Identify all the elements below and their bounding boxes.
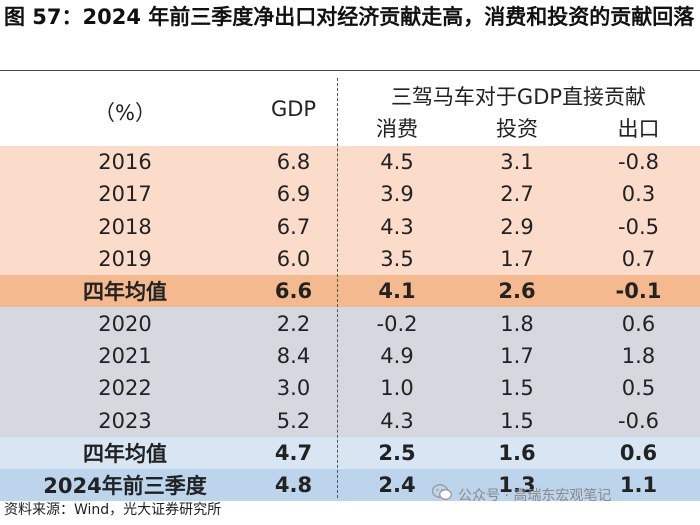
- consumption-header: 消费: [376, 117, 418, 141]
- watermark: 公众号 · 高瑞东宏观笔记: [431, 484, 612, 505]
- investment-value: 3.1: [500, 150, 534, 175]
- table-row-ytd: 2024年前三季度 4.8 2.4 1.3 1.1: [0, 468, 700, 502]
- gdp-value: 4.8: [274, 473, 313, 498]
- unit-label: （%）: [94, 101, 156, 125]
- gdp-value: 5.2: [276, 408, 311, 433]
- investment-value: 2.9: [500, 214, 534, 239]
- investment-value: 1.3: [498, 473, 536, 498]
- table-row-average: 四年均值 6.6 4.1 2.6 -0.1: [0, 275, 700, 308]
- consumption-value: 3.5: [380, 247, 414, 272]
- row-label: 2019: [98, 247, 152, 272]
- consumption-value: 2.5: [378, 440, 416, 465]
- table-row: 2018 6.7 4.3 2.9 -0.5: [0, 210, 700, 243]
- table-row: 2020 2.2 -0.2 1.8 0.6: [0, 307, 700, 340]
- table-body: 2016 6.8 4.5 3.1 -0.8 2017 6.9 3.9 2.7 0…: [0, 146, 700, 502]
- exports-value: 0.6: [621, 311, 656, 336]
- gdp-value: 8.4: [276, 343, 311, 368]
- table-row-average: 四年均值 4.7 2.5 1.6 0.6: [0, 436, 700, 469]
- watermark-text: 公众号 · 高瑞东宏观笔记: [458, 487, 612, 504]
- row-label: 2023: [98, 408, 152, 433]
- row-label: 四年均值: [83, 441, 167, 466]
- consumption-value: 1.0: [380, 376, 414, 401]
- exports-value: -0.6: [618, 408, 659, 433]
- row-label: 2022: [98, 376, 152, 401]
- investment-value: 1.7: [500, 343, 534, 368]
- gdp-value: 4.7: [274, 440, 313, 465]
- row-label: 2016: [98, 150, 152, 175]
- row-label: 四年均值: [83, 280, 167, 305]
- exports-value: 0.5: [621, 376, 656, 401]
- table-header: （%） GDP 三驾马车对于GDP直接贡献 消费 投资 出口: [0, 75, 700, 143]
- row-label: 2018: [98, 214, 152, 239]
- gdp-value: 2.2: [276, 311, 311, 336]
- consumption-value: 4.9: [380, 343, 414, 368]
- consumption-value: 3.9: [380, 182, 414, 207]
- exports-value: 1.1: [619, 473, 658, 498]
- gdp-value: 3.0: [276, 376, 311, 401]
- exports-value: -0.8: [618, 150, 659, 175]
- contribution-group-header: 三驾马车对于GDP直接贡献: [390, 85, 647, 109]
- table-row: 2017 6.9 3.9 2.7 0.3: [0, 178, 700, 211]
- exports-value: 0.7: [621, 247, 656, 272]
- table-row: 2016 6.8 4.5 3.1 -0.8: [0, 146, 700, 179]
- gdp-value: 6.9: [276, 182, 311, 207]
- gdp-value: 6.7: [276, 214, 311, 239]
- gdp-value: 6.8: [276, 150, 311, 175]
- exports-value: 1.8: [621, 343, 656, 368]
- wechat-icon: [431, 484, 452, 505]
- exports-value: -0.1: [615, 279, 662, 304]
- exports-header: 出口: [617, 117, 660, 141]
- table-row: 2023 5.2 4.3 1.5 -0.6: [0, 404, 700, 437]
- investment-value: 1.7: [500, 247, 534, 272]
- exports-value: 0.3: [621, 182, 656, 207]
- consumption-value: -0.2: [376, 311, 418, 336]
- source-note: 资料来源：Wind，光大证券研究所: [4, 502, 222, 518]
- exports-value: 0.6: [619, 440, 658, 465]
- column-divider: [337, 78, 338, 498]
- investment-value: 2.6: [498, 279, 536, 304]
- gdp-value: 6.6: [274, 279, 313, 304]
- row-label: 2024年前三季度: [43, 474, 207, 499]
- investment-header: 投资: [496, 117, 538, 141]
- table-row: 2022 3.0 1.0 1.5 0.5: [0, 372, 700, 405]
- table-row: 2021 8.4 4.9 1.7 1.8: [0, 339, 700, 373]
- investment-value: 1.5: [500, 408, 534, 433]
- investment-value: 1.6: [498, 440, 536, 465]
- consumption-value: 4.3: [380, 214, 414, 239]
- consumption-value: 2.4: [378, 473, 416, 498]
- consumption-value: 4.3: [380, 408, 414, 433]
- investment-value: 1.8: [500, 311, 534, 336]
- figure-title: 图 57：2024 年前三季度净出口对经济贡献走高，消费和投资的贡献回落: [4, 5, 695, 29]
- row-label: 2017: [98, 182, 152, 207]
- gdp-value: 6.0: [276, 247, 311, 272]
- gdp-header: GDP: [270, 97, 317, 121]
- consumption-value: 4.1: [378, 279, 416, 304]
- table-row: 2019 6.0 3.5 1.7 0.7: [0, 242, 700, 276]
- title-divider: [0, 70, 700, 71]
- consumption-value: 4.5: [380, 150, 414, 175]
- investment-value: 1.5: [500, 376, 534, 401]
- row-label: 2021: [98, 343, 152, 368]
- row-label: 2020: [98, 311, 152, 336]
- exports-value: -0.5: [618, 214, 659, 239]
- investment-value: 2.7: [500, 182, 534, 207]
